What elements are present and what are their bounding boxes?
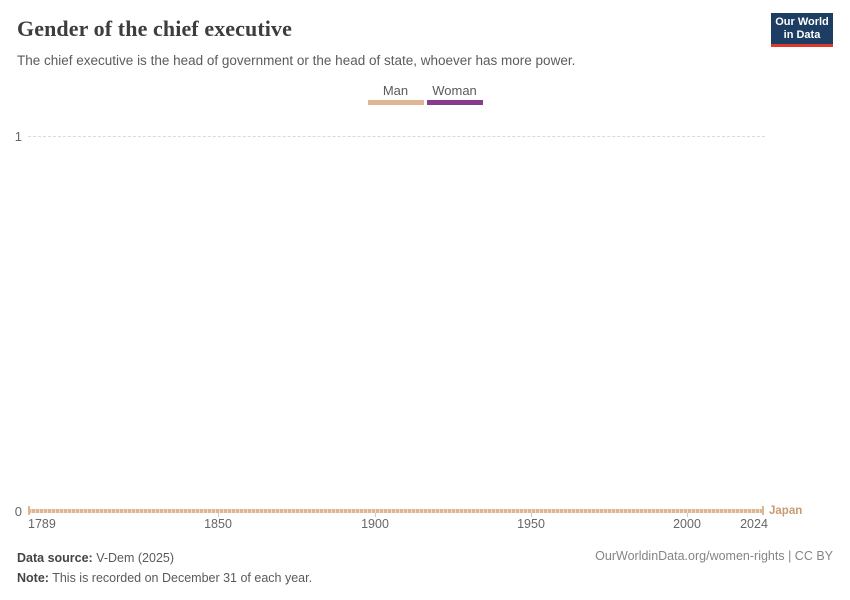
- x-axis-label-1900: 1900: [361, 517, 389, 531]
- note-label: Note:: [17, 571, 49, 585]
- gridline-y1: [28, 136, 765, 137]
- x-axis-label-2024: 2024: [740, 517, 768, 531]
- legend-label-woman: Woman: [432, 83, 477, 98]
- data-source-line: Data source: V-Dem (2025): [17, 548, 312, 568]
- x-tickmark-2000: [687, 513, 688, 517]
- x-axis-label-1950: 1950: [517, 517, 545, 531]
- x-tickmark-1850: [218, 513, 219, 517]
- note-line: Note: This is recorded on December 31 of…: [17, 568, 312, 588]
- legend-item-man[interactable]: Man: [367, 83, 424, 105]
- x-axis-label-2000: 2000: [673, 517, 701, 531]
- data-source-value: V-Dem (2025): [92, 551, 175, 565]
- owid-logo[interactable]: Our World in Data: [771, 13, 833, 47]
- legend: Man Woman: [0, 83, 850, 105]
- series-line-japan[interactable]: [28, 509, 763, 513]
- x-tickmark-1900: [375, 513, 376, 517]
- footer-left: Data source: V-Dem (2025) Note: This is …: [17, 548, 312, 588]
- y-axis-tick-1: 1: [14, 129, 22, 144]
- note-value: This is recorded on December 31 of each …: [48, 571, 313, 585]
- page-subtitle: The chief executive is the head of gover…: [17, 53, 576, 68]
- x-tickmark-1950: [531, 513, 532, 517]
- x-axis-label-1789: 1789: [28, 517, 56, 531]
- entity-label-japan[interactable]: Japan: [769, 505, 803, 517]
- y-axis-tick-0: 0: [14, 504, 22, 519]
- legend-swatch-woman: [426, 100, 483, 105]
- owid-logo-line2: in Data: [783, 28, 821, 41]
- data-source-label: Data source:: [17, 551, 93, 565]
- series-line-endcap: [762, 506, 764, 515]
- page-title: Gender of the chief executive: [17, 16, 292, 41]
- legend-swatch-man: [367, 100, 424, 105]
- legend-item-woman[interactable]: Woman: [426, 83, 483, 105]
- x-axis-label-1850: 1850: [204, 517, 232, 531]
- footer-link[interactable]: OurWorldinData.org/women-rights | CC BY: [595, 549, 833, 563]
- legend-label-man: Man: [382, 83, 409, 98]
- owid-logo-line1: Our World: [775, 15, 829, 28]
